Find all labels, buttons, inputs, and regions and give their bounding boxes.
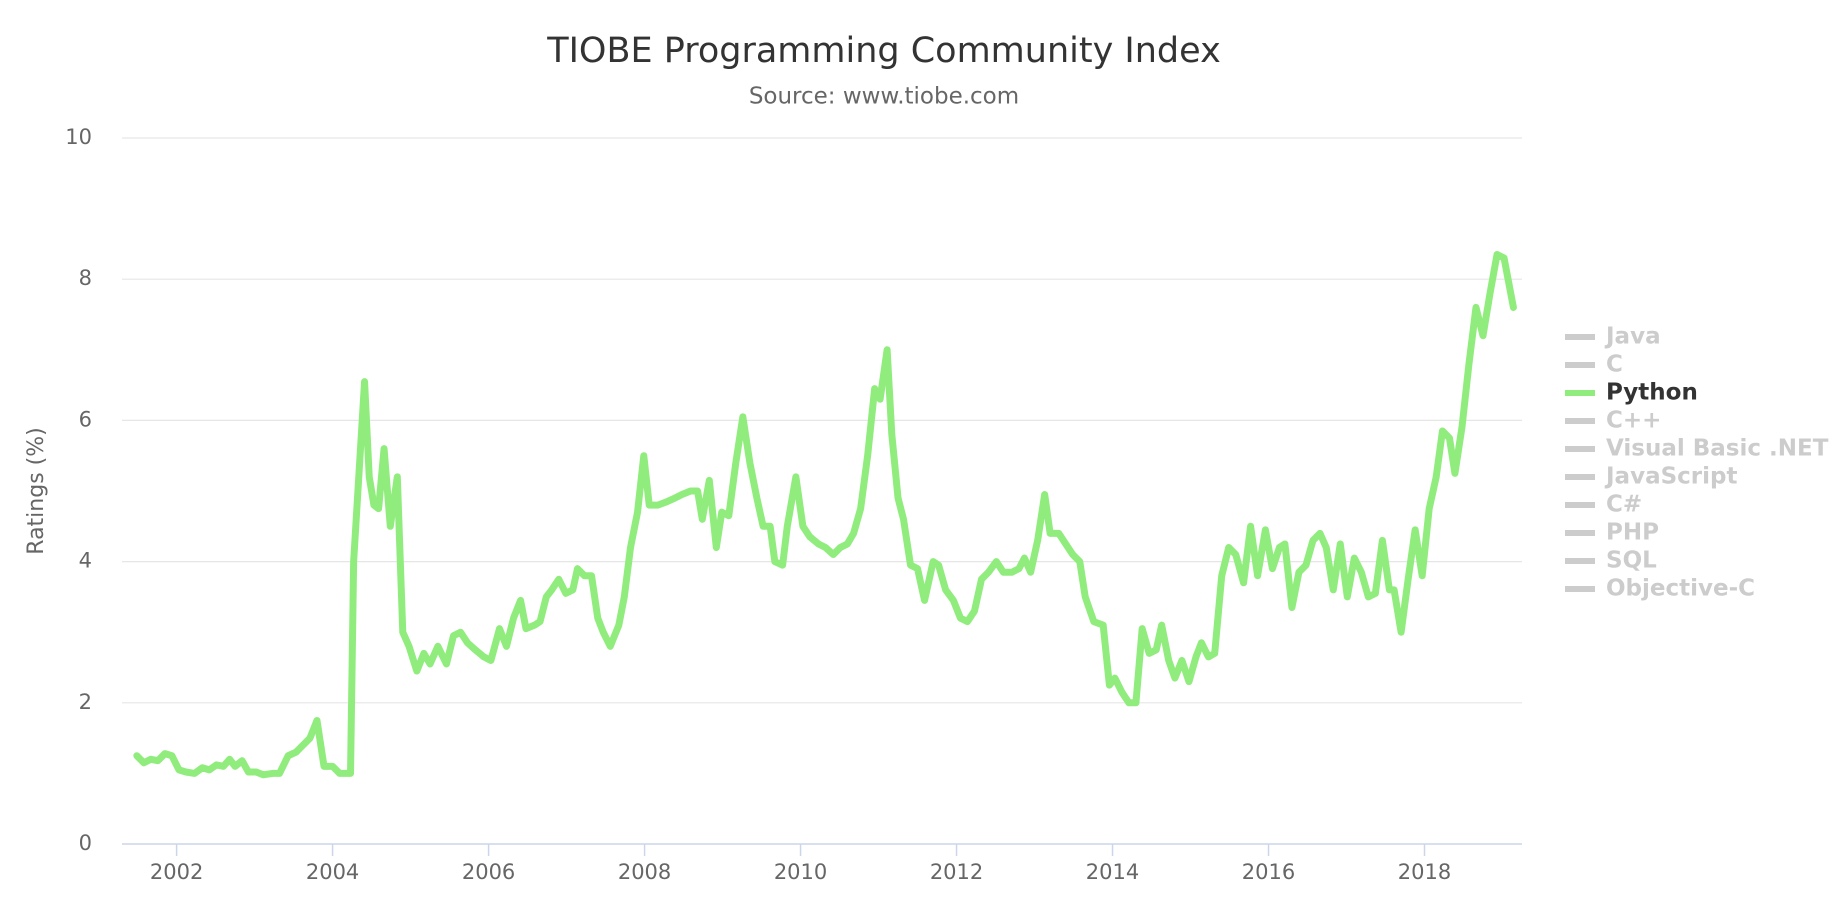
y-tick-label: 4 (79, 549, 92, 573)
x-tick-label: 2014 (1086, 860, 1139, 884)
y-tick-label: 2 (79, 690, 92, 714)
x-tick-label: 2010 (774, 860, 827, 884)
chart-subtitle: Source: www.tiobe.com (749, 84, 1019, 110)
chart-title: TIOBE Programming Community Index (546, 31, 1221, 71)
y-axis-title: Ratings (%) (24, 427, 49, 554)
x-tick-label: 2006 (462, 860, 515, 884)
y-tick-label: 10 (65, 125, 92, 149)
x-tick-label: 2008 (618, 860, 671, 884)
x-tick-label: 2018 (1398, 860, 1451, 884)
y-tick-label: 0 (79, 831, 92, 855)
y-tick-label: 8 (79, 266, 92, 290)
legend-item[interactable]: SQL (1606, 548, 1657, 574)
x-tick-label: 2016 (1242, 860, 1295, 884)
legend-item[interactable]: PHP (1606, 520, 1659, 546)
legend-item[interactable]: Objective-C (1606, 576, 1755, 602)
legend-item[interactable]: C# (1606, 492, 1642, 518)
legend-item[interactable]: C++ (1606, 408, 1661, 434)
x-tick-label: 2004 (306, 860, 359, 884)
x-tick-label: 2002 (150, 860, 203, 884)
x-tick-label: 2012 (930, 860, 983, 884)
legend-item[interactable]: C (1606, 352, 1623, 378)
legend-item[interactable]: Java (1604, 324, 1661, 350)
legend-item[interactable]: JavaScript (1604, 464, 1737, 490)
legend-item[interactable]: Python (1606, 380, 1698, 406)
series-line (133, 250, 1517, 779)
legend-item[interactable]: Visual Basic .NET (1606, 436, 1829, 462)
y-tick-label: 6 (79, 407, 92, 431)
